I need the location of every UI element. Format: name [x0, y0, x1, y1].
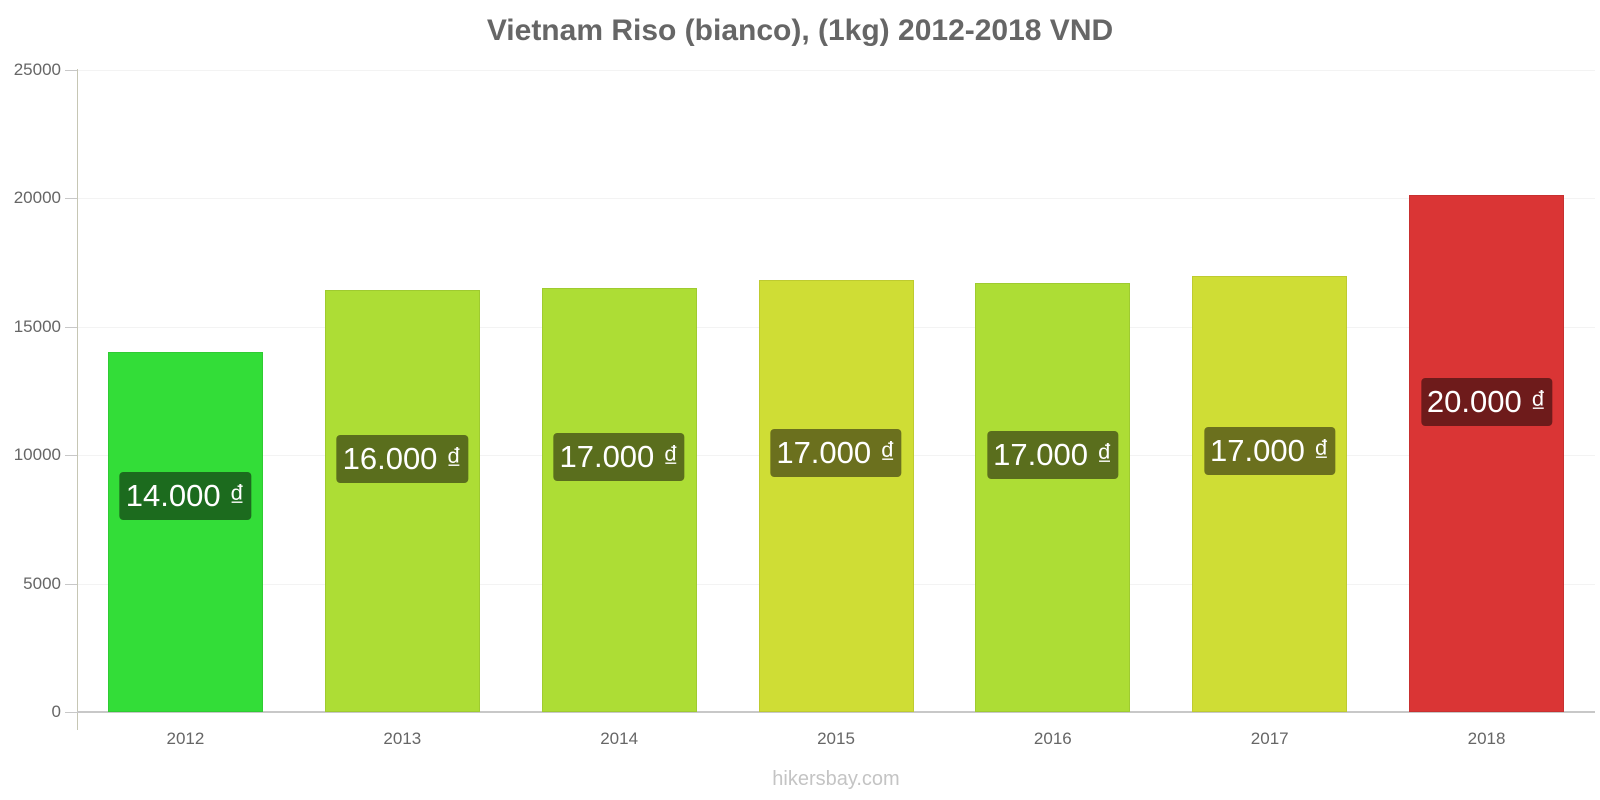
bar-2013 — [324, 289, 480, 712]
gridline — [77, 198, 1595, 200]
x-tick-label: 2013 — [383, 729, 422, 748]
y-axis-line — [77, 69, 78, 730]
x-tick-label: 2018 — [1467, 729, 1506, 748]
bar-2016 — [975, 283, 1131, 712]
bar-2018 — [1409, 194, 1565, 712]
gridline — [77, 70, 1595, 71]
value-label-2018: 20.000 ₫ — [1420, 377, 1553, 426]
value-label-2016: 17.000 ₫ — [987, 430, 1119, 479]
bar-2014 — [541, 287, 697, 712]
value-label-2013: 16.000 ₫ — [336, 434, 468, 483]
bar-2015 — [758, 280, 914, 712]
y-tick-label: 25000 — [13, 60, 61, 79]
x-tick-label: 2012 — [166, 729, 205, 748]
bar-2017 — [1192, 276, 1348, 712]
x-tick-label: 2014 — [600, 729, 639, 748]
bar-2012 — [107, 352, 263, 712]
value-label-2014: 17.000 ₫ — [553, 433, 685, 482]
value-label-2015: 17.000 ₫ — [770, 428, 902, 477]
x-axis-line — [77, 711, 1595, 713]
y-tick-mark — [65, 583, 77, 585]
y-tick-mark — [65, 455, 77, 457]
x-tick-label: 2015 — [817, 729, 855, 748]
chart-title: Vietnam Riso (bianco), (1kg) 2012-2018 V… — [486, 14, 1114, 47]
y-tick-mark — [65, 70, 77, 71]
x-tick-label: 2017 — [1250, 729, 1289, 748]
y-tick-label: 5000 — [23, 573, 61, 593]
y-tick-label: 0 — [51, 702, 61, 721]
value-label-2012: 14.000 ₫ — [119, 472, 252, 521]
x-tick-label: 2016 — [1033, 729, 1072, 748]
watermark: hikersbay.com — [772, 768, 900, 790]
y-tick-mark — [65, 198, 77, 200]
y-tick-label: 15000 — [13, 316, 61, 336]
y-tick-label: 20000 — [13, 188, 61, 208]
y-tick-mark — [65, 712, 77, 713]
y-tick-label: 10000 — [13, 445, 61, 465]
value-label-2017: 17.000 ₫ — [1204, 426, 1336, 475]
y-tick-mark — [65, 326, 77, 328]
